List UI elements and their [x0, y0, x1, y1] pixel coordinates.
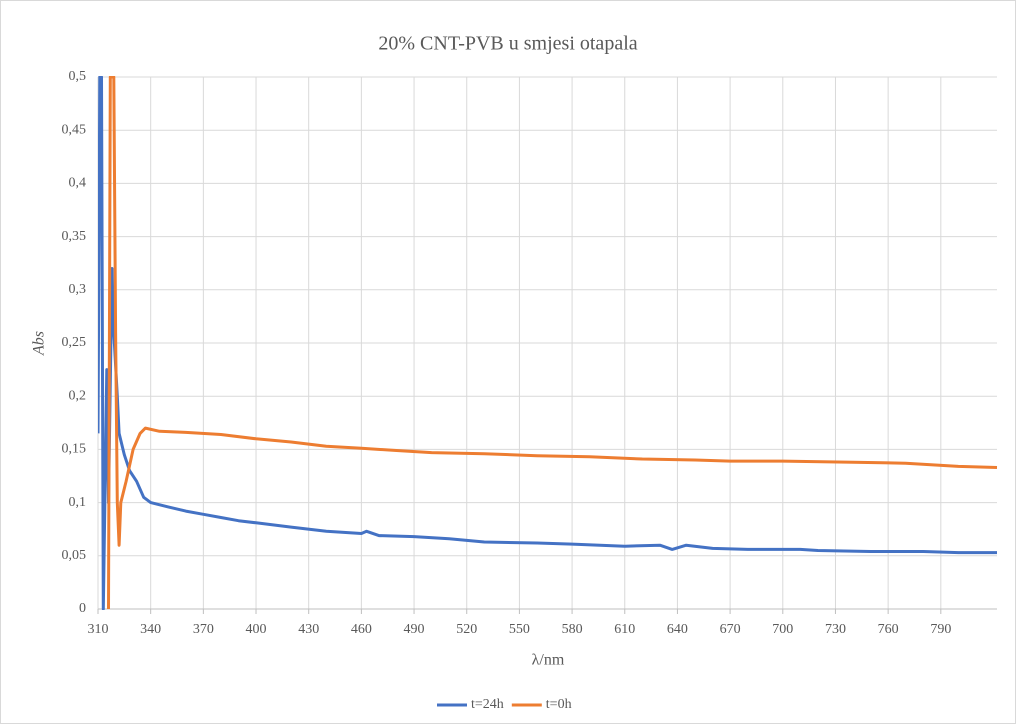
y-tick-label: 0,2: [69, 388, 87, 403]
y-tick-label: 0,3: [69, 282, 87, 297]
x-tick-label: 340: [140, 622, 161, 637]
series-line: [107, 76, 998, 610]
x-tick-label: 730: [825, 622, 846, 637]
x-tick-label: 760: [878, 622, 899, 637]
x-tick-label: 430: [298, 622, 319, 637]
x-tick-label: 400: [246, 622, 267, 637]
x-tick-label: 550: [509, 622, 530, 637]
x-tick-label: 700: [772, 622, 793, 637]
y-tick-label: 0,4: [69, 176, 87, 191]
series-line: [98, 76, 997, 610]
plot-area: [98, 76, 998, 610]
y-axis-label: Abs: [31, 331, 48, 356]
x-tick-label: 640: [667, 622, 688, 637]
x-tick-label: 670: [720, 622, 741, 637]
x-tick-label: 610: [614, 622, 635, 637]
y-tick-label: 0: [79, 601, 86, 616]
y-tick-label: 0,5: [69, 69, 87, 84]
y-tick-label: 0,45: [62, 122, 87, 137]
x-tick-label: 370: [193, 622, 214, 637]
legend-label: t=24h: [471, 697, 504, 712]
x-tick-label: 310: [88, 622, 109, 637]
x-tick-label: 580: [562, 622, 583, 637]
x-tick-label: 460: [351, 622, 372, 637]
x-tick-label: 790: [930, 622, 951, 637]
x-tick-label: 490: [404, 622, 425, 637]
y-tick-label: 0,25: [62, 335, 87, 350]
chart-title: 20% CNT-PVB u smjesi otapala: [378, 33, 637, 55]
y-tick-label: 0,15: [62, 442, 87, 457]
y-tick-label: 0,05: [62, 548, 87, 563]
x-tick-label: 520: [456, 622, 477, 637]
legend-label: t=0h: [546, 697, 572, 712]
y-tick-label: 0,1: [69, 495, 87, 510]
x-axis-label: λ/nm: [532, 652, 565, 669]
y-tick-label: 0,35: [62, 229, 87, 244]
